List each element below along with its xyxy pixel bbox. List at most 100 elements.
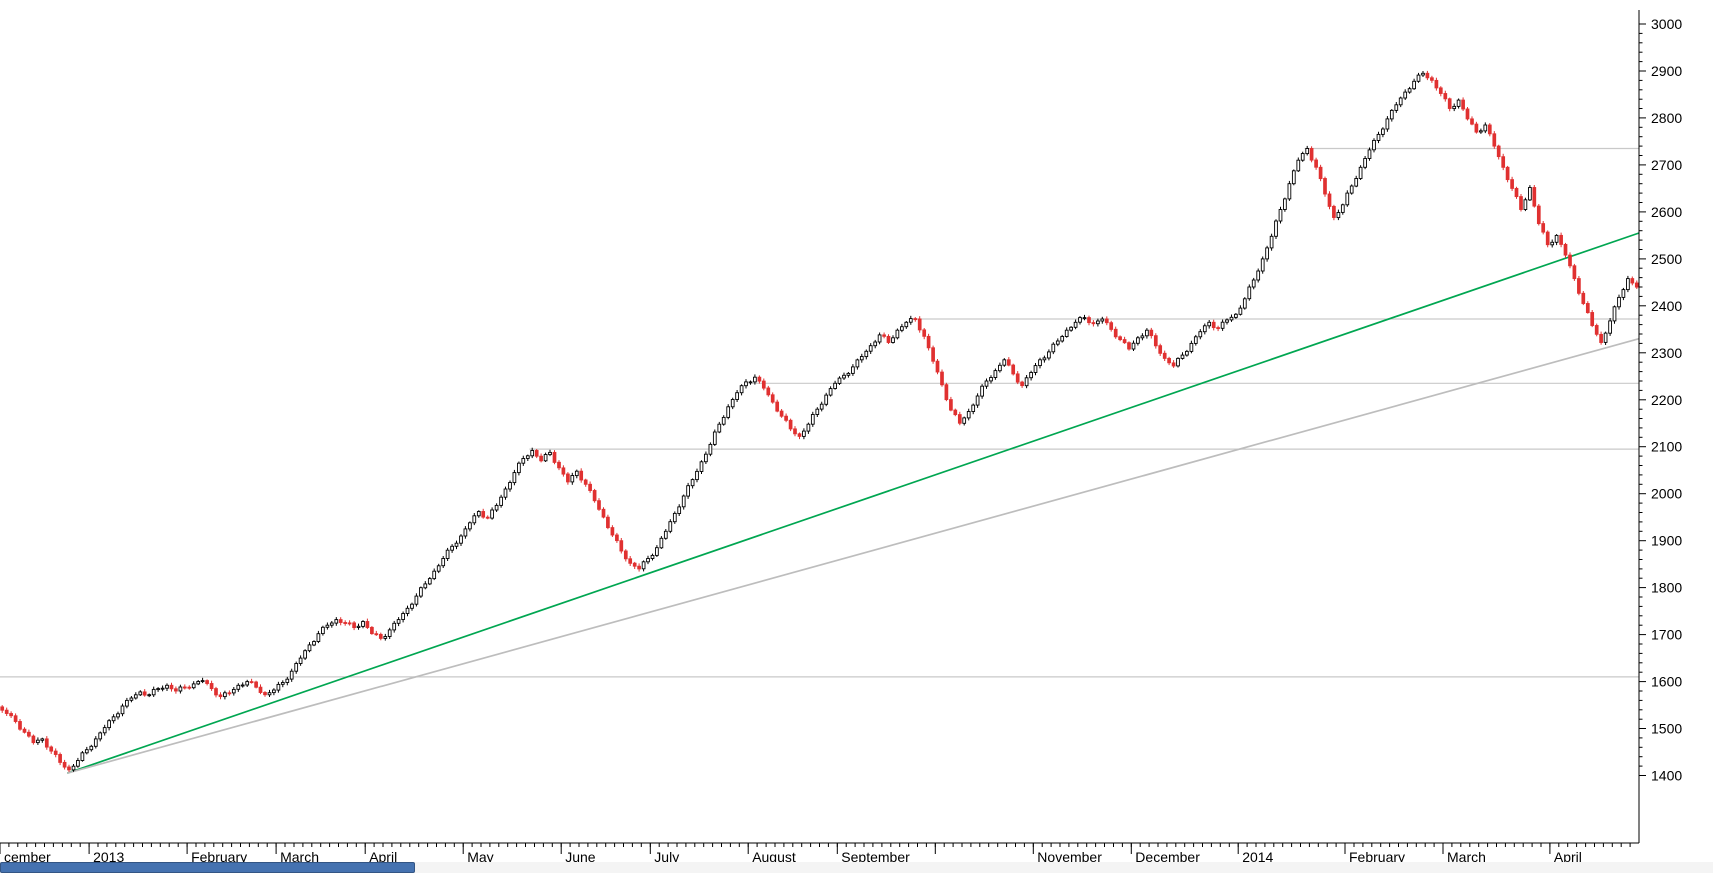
candle bbox=[588, 481, 592, 493]
x-axis-label: cember bbox=[4, 849, 51, 862]
candle bbox=[214, 686, 218, 698]
candle bbox=[352, 621, 356, 631]
candle bbox=[1416, 72, 1421, 83]
candle bbox=[1060, 334, 1065, 343]
candle bbox=[1042, 355, 1047, 363]
candle bbox=[93, 736, 98, 749]
candle bbox=[606, 514, 610, 530]
candle bbox=[1554, 234, 1559, 246]
candle bbox=[329, 621, 334, 628]
candle bbox=[450, 544, 454, 553]
candle bbox=[343, 620, 348, 626]
candle bbox=[481, 508, 486, 519]
candle bbox=[1242, 297, 1247, 310]
candle bbox=[231, 687, 236, 696]
candle bbox=[1238, 305, 1243, 316]
candle bbox=[1336, 209, 1341, 221]
x-axis-label: May bbox=[467, 849, 493, 862]
candle bbox=[1029, 370, 1033, 381]
candle bbox=[1496, 144, 1501, 160]
candle bbox=[1510, 176, 1514, 191]
candle bbox=[1340, 203, 1345, 215]
candle bbox=[543, 452, 548, 462]
candle bbox=[739, 384, 744, 396]
candle bbox=[1577, 276, 1581, 296]
candle bbox=[125, 697, 129, 709]
candle bbox=[966, 408, 971, 421]
candle bbox=[859, 353, 864, 363]
candle bbox=[1536, 204, 1541, 226]
candle bbox=[1087, 315, 1091, 326]
candle bbox=[316, 630, 321, 644]
candle bbox=[766, 385, 771, 397]
candle bbox=[365, 618, 370, 629]
candle bbox=[619, 538, 624, 554]
candle bbox=[174, 686, 178, 694]
candle bbox=[13, 713, 18, 724]
candle bbox=[1438, 86, 1443, 97]
candle bbox=[592, 488, 597, 503]
candle bbox=[552, 450, 557, 465]
candle bbox=[1354, 175, 1359, 188]
candle bbox=[1572, 263, 1577, 281]
candle bbox=[298, 655, 303, 666]
candle bbox=[1158, 343, 1163, 356]
candle bbox=[1617, 294, 1621, 310]
candle bbox=[641, 560, 646, 572]
candle bbox=[1104, 316, 1109, 326]
horizontal-scrollbar[interactable] bbox=[0, 862, 1713, 873]
candle bbox=[1274, 219, 1278, 239]
candle bbox=[387, 627, 392, 639]
candle bbox=[1363, 156, 1367, 170]
candle bbox=[151, 686, 156, 697]
candle bbox=[1603, 331, 1608, 345]
candle bbox=[312, 640, 316, 647]
x-axis-label: November bbox=[1037, 849, 1102, 862]
candle bbox=[76, 757, 80, 768]
x-axis-label: June bbox=[565, 849, 596, 862]
candle bbox=[699, 460, 704, 474]
candle bbox=[36, 737, 40, 745]
candle bbox=[1269, 233, 1274, 251]
candle bbox=[405, 605, 410, 617]
candle bbox=[1109, 320, 1114, 332]
candle bbox=[1033, 363, 1038, 376]
candle bbox=[0, 705, 5, 713]
candle bbox=[1430, 75, 1434, 83]
candle bbox=[628, 556, 633, 566]
candle bbox=[1127, 341, 1131, 351]
candle bbox=[205, 679, 209, 686]
candle bbox=[846, 372, 851, 378]
candle bbox=[1202, 323, 1207, 335]
x-axis-label: February bbox=[191, 849, 247, 862]
candle bbox=[325, 622, 330, 630]
x-axis-label: March bbox=[1447, 849, 1486, 862]
candle bbox=[708, 442, 713, 457]
y-axis-label: 1900 bbox=[1651, 533, 1682, 549]
candle bbox=[1216, 325, 1220, 332]
candle bbox=[1265, 245, 1269, 262]
candle bbox=[1492, 131, 1497, 149]
candle bbox=[686, 482, 690, 499]
candle bbox=[209, 680, 214, 691]
candle bbox=[321, 625, 325, 636]
candle bbox=[984, 378, 989, 389]
candle bbox=[615, 532, 619, 543]
candle bbox=[1612, 305, 1617, 324]
candle bbox=[1372, 138, 1376, 153]
candle bbox=[494, 503, 499, 512]
candle bbox=[672, 511, 677, 524]
candle bbox=[276, 681, 281, 693]
candle bbox=[508, 480, 512, 492]
candle bbox=[356, 623, 361, 630]
scrollbar-thumb[interactable] bbox=[0, 862, 415, 873]
candle bbox=[1073, 319, 1078, 330]
candle bbox=[347, 620, 352, 626]
candle bbox=[4, 707, 9, 716]
candle bbox=[1456, 98, 1461, 109]
candle bbox=[659, 536, 664, 549]
candle bbox=[663, 529, 668, 540]
candle bbox=[993, 368, 998, 380]
candle bbox=[294, 661, 299, 674]
